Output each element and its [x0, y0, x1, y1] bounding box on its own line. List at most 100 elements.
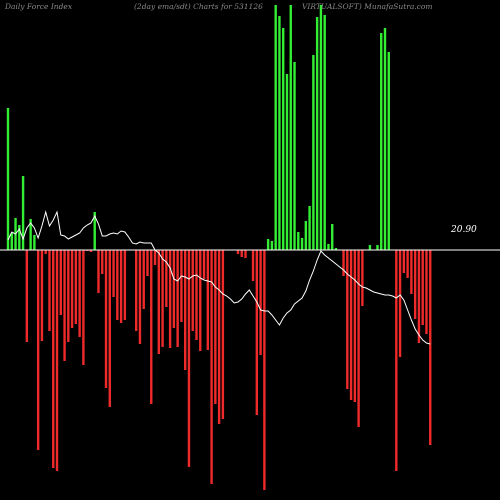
last-value-label: 20.90 — [451, 225, 477, 235]
force-index-ema-line — [7, 210, 431, 345]
force-index-bar — [240, 250, 243, 257]
force-index-bar — [251, 250, 255, 281]
force-index-bar — [89, 250, 93, 252]
force-index-bar — [78, 250, 81, 337]
force-index-bar — [134, 250, 138, 331]
force-index-bar — [368, 245, 372, 250]
force-index-bar — [334, 248, 338, 250]
force-index-bar — [402, 250, 406, 273]
force-index-bar — [282, 28, 285, 250]
force-index-bar — [142, 250, 145, 309]
force-index-bar — [331, 224, 334, 250]
force-index-bar — [36, 250, 40, 450]
force-index-bar — [221, 250, 225, 419]
force-index-bar — [67, 250, 70, 342]
force-index-bar — [293, 62, 296, 250]
force-index-bar — [270, 241, 274, 250]
force-index-bar — [82, 250, 85, 365]
force-index-bar — [101, 250, 104, 274]
force-index-bar — [357, 250, 360, 427]
force-index-bar — [236, 250, 240, 254]
force-index-bar — [266, 239, 270, 250]
force-index-bar — [206, 250, 210, 350]
force-index-bar — [327, 244, 330, 250]
force-index-bar — [10, 233, 13, 250]
force-index-bar — [70, 250, 74, 328]
force-index-bar — [52, 250, 55, 468]
force-index-bar — [97, 250, 100, 293]
force-index-bar — [319, 5, 323, 250]
force-index-bar — [217, 250, 221, 424]
force-index-bar — [259, 250, 262, 355]
force-index-bar — [429, 250, 432, 445]
force-index-bar — [395, 250, 398, 471]
force-index-bar — [176, 250, 179, 347]
force-index-bar — [199, 250, 202, 351]
force-index-bar — [398, 250, 402, 357]
force-index-bar — [187, 250, 191, 467]
force-index-bar — [55, 250, 59, 471]
force-index-bar — [29, 219, 32, 250]
force-index-bar — [312, 55, 315, 250]
force-index-bar — [104, 250, 108, 388]
force-index-bar — [33, 235, 36, 250]
force-index-bar — [323, 15, 326, 250]
force-index-bar — [108, 250, 111, 407]
force-index-bar — [112, 250, 115, 297]
force-index-bar — [214, 250, 217, 404]
force-index-bar — [183, 250, 187, 370]
force-index-bar — [353, 250, 357, 402]
force-index-bar — [21, 176, 25, 250]
force-index-bar — [387, 52, 390, 250]
force-index-bar — [63, 250, 66, 361]
force-index-bar — [146, 250, 149, 276]
force-index-bar — [150, 250, 153, 404]
header-chart-description: (2day ema/sdt) Charts for 531126 — [134, 2, 263, 11]
force-index-bar — [123, 250, 127, 320]
force-index-bar — [376, 245, 379, 250]
force-index-bar — [157, 250, 160, 354]
force-index-bar — [346, 250, 349, 389]
force-index-bar — [425, 250, 428, 334]
force-index-bar — [413, 250, 417, 319]
force-index-bar — [383, 28, 387, 250]
force-index-bar — [48, 250, 51, 331]
force-index-bar — [180, 250, 183, 322]
force-index-bar — [138, 250, 142, 344]
force-index-bar — [410, 250, 413, 294]
force-index-bar — [119, 250, 123, 323]
force-index-bar — [18, 225, 21, 250]
force-index-bar — [6, 108, 10, 250]
force-index-bar — [210, 250, 213, 484]
force-index-bar — [285, 74, 289, 250]
force-index-bar — [417, 250, 421, 343]
force-index-bar — [44, 250, 47, 254]
force-index-bar — [278, 16, 281, 250]
header-company-source: VIRTUALSOFT) MunafaSutra.com — [302, 2, 433, 11]
header-indicator-name: Daily Force Index — [5, 2, 73, 11]
force-index-bar — [304, 221, 308, 250]
force-index-bar — [349, 250, 353, 400]
force-index-bar — [195, 250, 198, 340]
force-index-bars — [6, 5, 432, 490]
force-index-bar — [172, 250, 176, 328]
force-index-bar — [315, 17, 319, 250]
force-index-bar — [342, 250, 345, 276]
force-index-bar — [421, 250, 424, 325]
force-index-bar — [59, 250, 62, 315]
force-index-bar — [297, 232, 300, 250]
force-index-bar — [406, 250, 409, 278]
force-index-bar — [93, 212, 96, 250]
force-index-bar — [255, 250, 259, 415]
force-index-bar — [161, 250, 164, 347]
force-index-bar — [244, 250, 247, 258]
force-index-bar — [74, 250, 78, 324]
force-index-bar — [25, 250, 29, 342]
force-index-bar — [191, 250, 194, 331]
force-index-bar — [263, 250, 266, 490]
force-index-bar — [361, 250, 364, 306]
force-index-bar — [289, 5, 292, 250]
force-index-bar — [168, 250, 172, 348]
force-index-bar — [116, 250, 119, 320]
